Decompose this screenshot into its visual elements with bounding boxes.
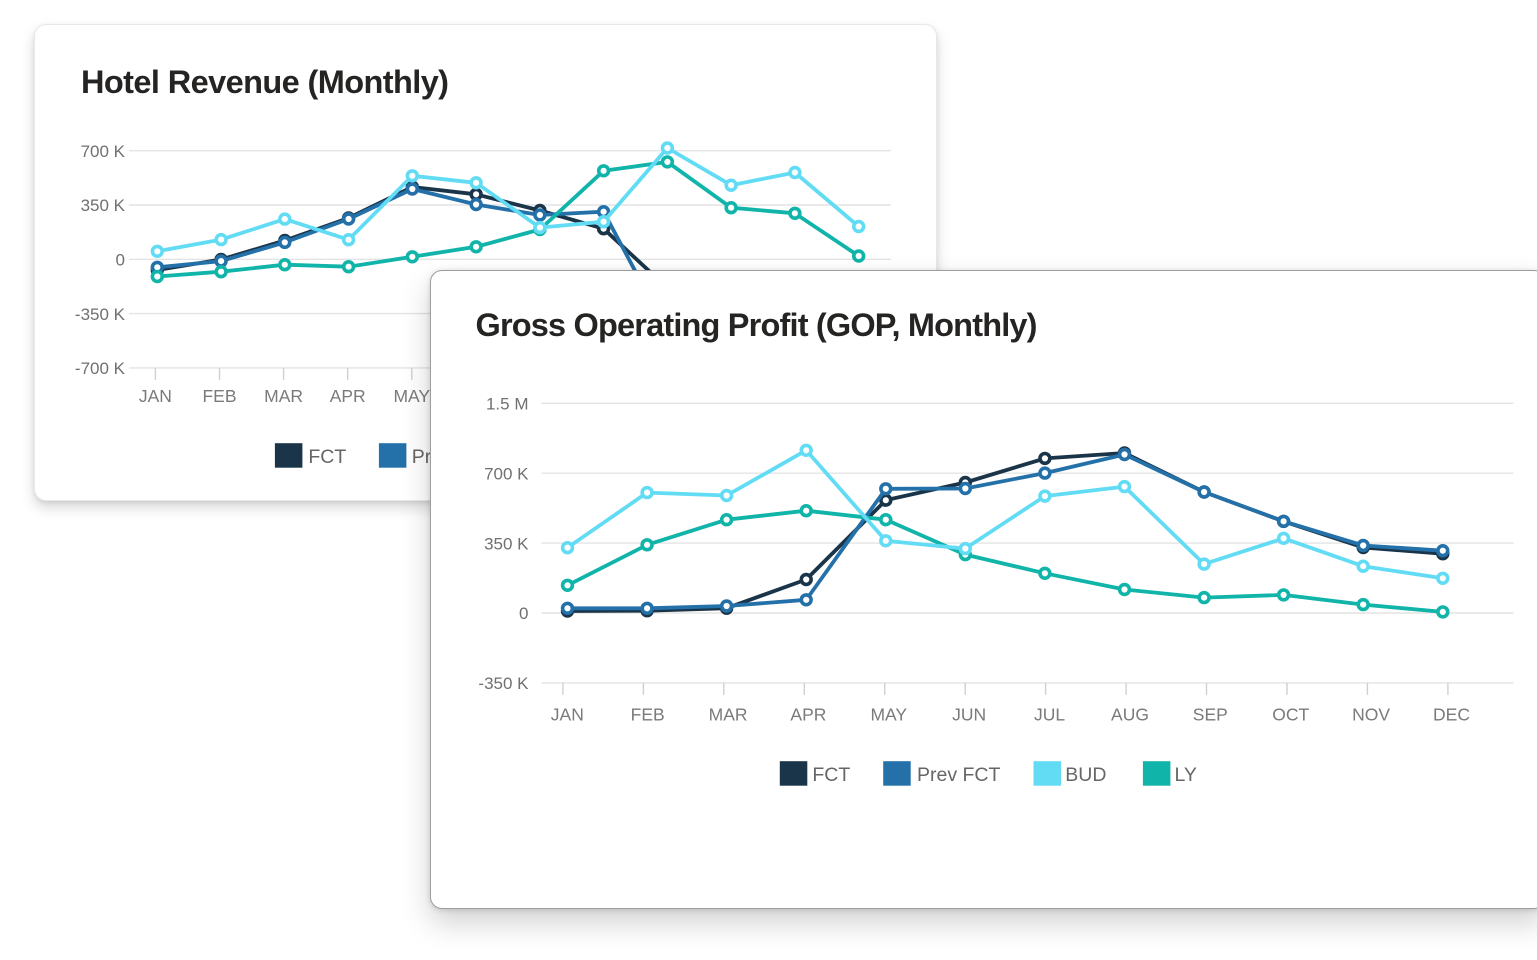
svg-text:-350 K: -350 K [75,305,126,324]
svg-text:APR: APR [790,705,826,725]
svg-text:Prev FCT: Prev FCT [917,764,1001,786]
svg-text:NOV: NOV [1352,705,1390,725]
svg-text:700 K: 700 K [484,464,529,483]
svg-text:Hotel Revenue (Monthly): Hotel Revenue (Monthly) [81,64,449,100]
svg-text:JAN: JAN [550,705,583,725]
svg-text:700 K: 700 K [81,142,126,161]
svg-text:-350 K: -350 K [478,674,529,693]
svg-text:JUL: JUL [1034,705,1065,725]
svg-text:BUD: BUD [1065,764,1106,786]
svg-text:1.5 M: 1.5 M [485,395,528,414]
svg-text:APR: APR [330,386,366,406]
svg-text:Gross Operating Profit (GOP, M: Gross Operating Profit (GOP, Monthly) [475,307,1037,343]
svg-text:AUG: AUG [1111,705,1149,725]
svg-text:MAR: MAR [264,386,303,406]
svg-text:350 K: 350 K [484,534,529,553]
svg-text:350 K: 350 K [81,196,126,215]
svg-text:MAY: MAY [393,386,430,406]
svg-text:FEB: FEB [630,705,664,725]
svg-text:FCT: FCT [308,446,346,468]
svg-text:MAR: MAR [708,705,747,725]
svg-text:FCT: FCT [812,764,850,786]
svg-text:0: 0 [519,604,528,623]
svg-text:JAN: JAN [139,386,172,406]
svg-text:JUN: JUN [952,705,986,725]
svg-text:DEC: DEC [1433,705,1470,725]
svg-text:-700 K: -700 K [75,359,126,378]
svg-text:SEP: SEP [1192,705,1227,725]
svg-text:FEB: FEB [202,386,236,406]
svg-text:LY: LY [1174,764,1196,786]
svg-text:MAY: MAY [870,705,907,725]
svg-text:0: 0 [116,251,125,270]
svg-text:OCT: OCT [1272,705,1309,725]
